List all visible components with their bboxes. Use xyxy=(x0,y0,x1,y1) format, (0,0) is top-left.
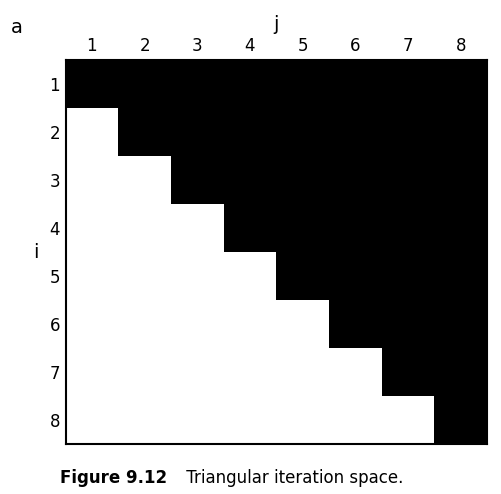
Text: Figure 9.12: Figure 9.12 xyxy=(60,469,167,487)
Bar xyxy=(66,252,118,300)
Bar xyxy=(171,348,223,396)
Bar xyxy=(276,348,328,396)
Bar xyxy=(171,252,223,300)
Bar xyxy=(276,396,328,445)
Y-axis label: i: i xyxy=(33,243,38,262)
Bar xyxy=(328,348,381,396)
Bar xyxy=(223,396,276,445)
Bar xyxy=(276,300,328,348)
Bar xyxy=(118,348,171,396)
Bar xyxy=(66,205,118,252)
Bar xyxy=(118,157,171,205)
Text: Triangular iteration space.: Triangular iteration space. xyxy=(180,469,402,487)
Bar xyxy=(66,396,118,445)
Bar xyxy=(66,300,118,348)
Bar xyxy=(171,205,223,252)
Text: a: a xyxy=(11,18,23,38)
Bar xyxy=(381,396,433,445)
Bar xyxy=(328,396,381,445)
Bar xyxy=(223,300,276,348)
Bar xyxy=(118,252,171,300)
Bar xyxy=(118,300,171,348)
Bar xyxy=(66,109,118,157)
Bar xyxy=(66,157,118,205)
Bar xyxy=(223,348,276,396)
Bar xyxy=(118,396,171,445)
Bar xyxy=(66,348,118,396)
Bar xyxy=(223,252,276,300)
Bar xyxy=(171,396,223,445)
Bar xyxy=(118,205,171,252)
X-axis label: j: j xyxy=(273,15,279,34)
Bar xyxy=(171,300,223,348)
